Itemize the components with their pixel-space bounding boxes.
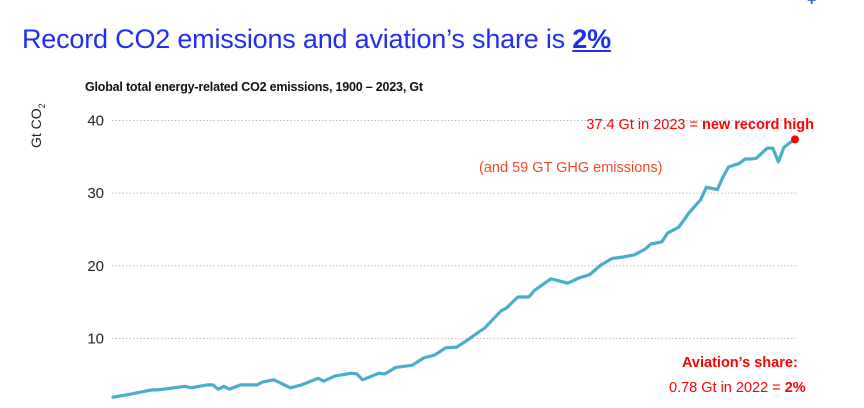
record-value: 37.4 Gt in 2023 =: [586, 117, 702, 133]
y-tick-label-40: 40: [87, 113, 104, 130]
record-annotation: 37.4 Gt in 2023 = new record high: [586, 117, 814, 133]
title-text: Record CO2 emissions and aviation’s shar…: [22, 24, 573, 54]
title-highlight: 2%: [572, 24, 611, 54]
emissions-line: [111, 137, 797, 399]
y-tick-label-20: 20: [87, 258, 104, 275]
chart-title: Global total energy-related CO2 emission…: [85, 80, 423, 94]
aviation-share: 2%: [784, 380, 806, 396]
aviation-annotation: 0.78 Gt in 2022 = 2%: [669, 380, 806, 396]
slide-title: Record CO2 emissions and aviation’s shar…: [22, 24, 611, 55]
aviation-value: 0.78 Gt in 2022 =: [669, 380, 785, 396]
aviation-heading: Aviation’s share:: [682, 355, 798, 371]
ghg-annotation: (and 59 GT GHG emissions): [479, 160, 663, 176]
y-tick-label-10: 10: [87, 330, 104, 347]
y-tick-label-30: 30: [87, 185, 104, 202]
slide-plus-marker: +: [807, 0, 817, 9]
record-label: new record high: [702, 117, 814, 133]
record-2023-point: [791, 135, 799, 144]
